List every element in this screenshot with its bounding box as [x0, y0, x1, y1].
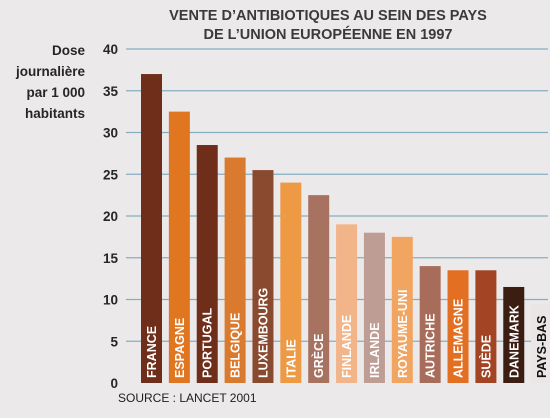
- y-tick-label: 25: [103, 167, 119, 182]
- category-label: ROYAUME-UNI: [396, 290, 410, 378]
- bar-gr-ce: [308, 195, 330, 383]
- y-axis-label-line-2: journalière: [15, 64, 86, 79]
- category-labels: FRANCE ESPAGNE PORTUGAL BELGIQUE LUXEMBOURG I…: [145, 288, 549, 378]
- bar-finlande: [336, 224, 358, 383]
- bar-luxembourg: [252, 170, 274, 383]
- bar-su-de: [475, 270, 497, 383]
- chart-title-line-1: VENTE D’ANTIBIOTIQUES AU SEIN DES PAYS: [169, 8, 487, 24]
- category-label: FINLANDE: [340, 315, 354, 378]
- bar-pays-bas: [531, 303, 550, 383]
- y-axis-label-line-3: par 1 000: [26, 85, 85, 100]
- y-axis-ticks: 0 5 10 15 20 25 30 35 40: [103, 42, 119, 391]
- bar-allemagne: [447, 270, 469, 383]
- bar-royaume-uni: [391, 236, 413, 383]
- bar-espagne: [168, 111, 190, 383]
- y-tick-label: 20: [103, 209, 118, 224]
- category-label: ALLEMAGNE: [452, 299, 466, 378]
- bar-irlande: [363, 232, 385, 383]
- category-label: ESPAGNE: [173, 318, 187, 378]
- category-label: FRANCE: [145, 326, 159, 378]
- category-label: IRLANDE: [368, 322, 382, 378]
- y-tick-label: 0: [110, 376, 118, 391]
- y-axis-label-line-4: habitants: [25, 106, 85, 121]
- category-label: SUÈDE: [478, 335, 493, 378]
- category-label: LUXEMBOURG: [256, 288, 270, 378]
- category-label: PAYS-BAS: [535, 315, 549, 378]
- source-note: SOURCE : LANCET 2001: [118, 391, 257, 405]
- category-label: AUTRICHE: [424, 313, 438, 378]
- chart-title-line-2: DE L’UNION EUROPÉENNE EN 1997: [204, 26, 453, 43]
- bars-group: [141, 74, 550, 384]
- y-tick-label: 30: [103, 126, 118, 141]
- y-axis-label-line-1: Dose: [52, 43, 86, 58]
- y-tick-label: 40: [103, 42, 118, 57]
- category-label: BELGIQUE: [229, 313, 243, 378]
- category-label: GRÈCE: [311, 334, 326, 378]
- chart-title: VENTE D’ANTIBIOTIQUES AU SEIN DES PAYS D…: [169, 8, 487, 43]
- bar-belgique: [224, 157, 246, 383]
- y-tick-label: 35: [103, 84, 119, 99]
- category-label: PORTUGAL: [201, 308, 215, 379]
- bar-autriche: [419, 266, 441, 383]
- bar-portugal: [196, 145, 218, 383]
- y-tick-label: 5: [110, 334, 118, 349]
- y-tick-label: 10: [103, 293, 118, 308]
- bar-danemark: [503, 286, 525, 383]
- y-tick-label: 15: [103, 251, 119, 266]
- category-label: DANEMARK: [507, 305, 521, 378]
- y-axis-label: Dose journalière par 1 000 habitants: [15, 43, 86, 121]
- bar-france: [141, 74, 162, 384]
- bar-italie: [280, 182, 302, 383]
- category-label: ITALIE: [284, 339, 298, 378]
